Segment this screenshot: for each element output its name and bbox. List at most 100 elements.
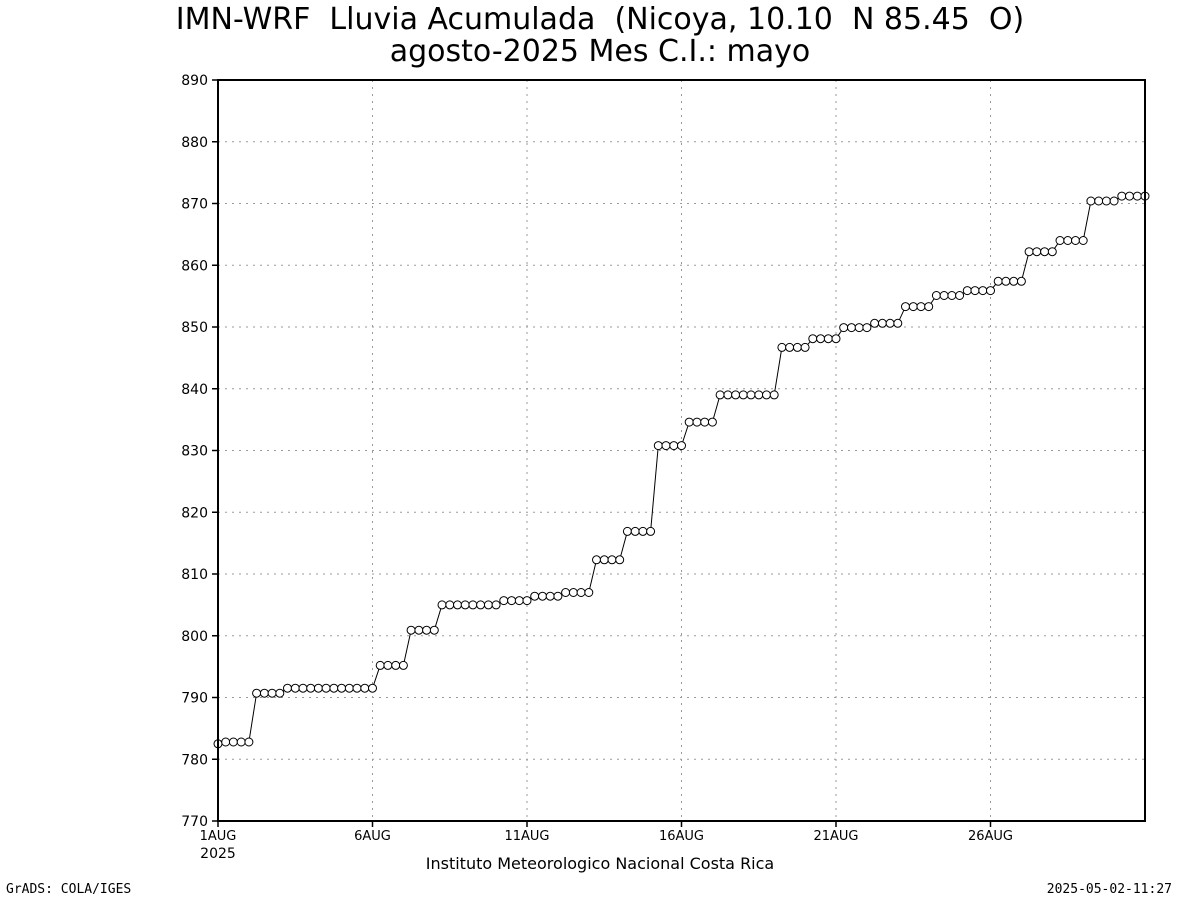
data-point: [576, 588, 586, 597]
data-point: [453, 600, 462, 610]
data-point: [677, 441, 686, 451]
data-point: [1094, 196, 1104, 206]
data-point: [1009, 276, 1019, 286]
data-point: [615, 555, 625, 565]
plot-frame: [217, 79, 1146, 822]
data-point: [507, 596, 517, 606]
data-point: [228, 737, 238, 747]
chart-title: IMN-WRF Lluvia Acumulada (Nicoya, 10.10 …: [175, 2, 1025, 37]
x-tick-label: 6AUG: [354, 829, 391, 844]
data-point: [298, 683, 308, 693]
data-point: [375, 660, 385, 670]
data-point: [1040, 247, 1050, 257]
data-point: [360, 683, 370, 693]
data-point: [1055, 236, 1065, 245]
data-point: [738, 390, 748, 400]
data-point: [901, 302, 910, 312]
data-point: [839, 323, 849, 333]
data-point: [692, 417, 702, 427]
data-point: [769, 390, 779, 400]
y-axis: 770 780 790 800 810 820 830 840 850 860 870 880 890: [181, 73, 218, 830]
data-point: [638, 526, 648, 536]
y-tick-label: 850: [181, 320, 208, 336]
data-point: [491, 600, 501, 610]
data-point: [476, 600, 486, 610]
data-point: [723, 390, 733, 400]
data-point: [731, 390, 741, 400]
data-point: [1032, 247, 1042, 257]
data-point: [553, 591, 563, 601]
data-point: [823, 334, 833, 344]
data-point: [221, 737, 231, 747]
data-point: [530, 591, 540, 601]
data-point: [344, 683, 354, 693]
data-point: [762, 390, 771, 400]
data-point: [337, 683, 347, 693]
data-point: [777, 342, 787, 352]
data-point: [1016, 276, 1026, 286]
data-point: [561, 588, 571, 597]
data-point: [653, 441, 663, 451]
data-point: [792, 342, 802, 352]
y-tick-label: 880: [181, 135, 208, 151]
data-point: [275, 688, 285, 698]
data-point: [514, 596, 524, 606]
data-point: [870, 318, 880, 328]
data-point: [970, 286, 980, 296]
data-point: [499, 596, 509, 606]
data-point: [538, 591, 547, 601]
data-point: [1125, 191, 1134, 201]
data-point: [669, 441, 679, 451]
data-point: [398, 660, 408, 670]
data-point: [993, 276, 1003, 286]
data-point: [329, 683, 339, 693]
data-point: [1117, 191, 1127, 201]
data-point: [1071, 236, 1080, 245]
data-point: [368, 683, 377, 693]
x-axis: 1AUG 2025 6AUG 11AUG 16AUG 21AUG 26AUG: [200, 821, 1013, 862]
chart-subtitle: agosto-2025 Mes C.I.: mayo: [389, 34, 811, 69]
data-point: [854, 323, 864, 333]
data-point: [684, 417, 694, 427]
y-tick-label: 780: [181, 752, 208, 768]
data-point: [700, 417, 710, 427]
y-tick-label: 890: [181, 73, 208, 89]
y-tick-label: 830: [181, 444, 208, 460]
data-point: [661, 441, 671, 451]
data-point: [584, 588, 594, 597]
y-tick-label: 870: [181, 197, 208, 213]
data-point: [831, 334, 841, 344]
data-point: [1109, 196, 1119, 206]
data-point: [908, 302, 918, 312]
data-point: [483, 600, 493, 610]
data-point: [630, 526, 640, 536]
y-tick-label: 800: [181, 629, 208, 645]
data-point: [437, 600, 447, 610]
data-point: [1101, 196, 1111, 206]
data-point: [1063, 236, 1073, 245]
footer-software: GrADS: COLA/IGES: [6, 882, 132, 897]
data-point: [1001, 276, 1011, 286]
data-point: [1024, 247, 1034, 257]
data-point: [715, 390, 725, 400]
data-point: [924, 302, 934, 312]
data-point: [962, 286, 972, 296]
data-point: [816, 334, 826, 344]
data-point: [522, 596, 532, 606]
x-tick-label: 26AUG: [968, 829, 1013, 844]
data-point: [1086, 196, 1096, 206]
y-tick-label: 810: [181, 567, 208, 583]
data-point: [947, 291, 957, 300]
data-point: [422, 625, 432, 635]
data-point: [406, 625, 416, 635]
data-point: [468, 600, 478, 610]
data-point: [939, 291, 949, 300]
data-point: [244, 737, 254, 747]
data-point: [460, 600, 470, 610]
data-point: [568, 588, 578, 597]
data-point: [383, 660, 393, 670]
data-point: [800, 342, 810, 352]
footer-timestamp: 2025-05-02-11:27: [1046, 882, 1172, 897]
data-point: [785, 342, 795, 352]
